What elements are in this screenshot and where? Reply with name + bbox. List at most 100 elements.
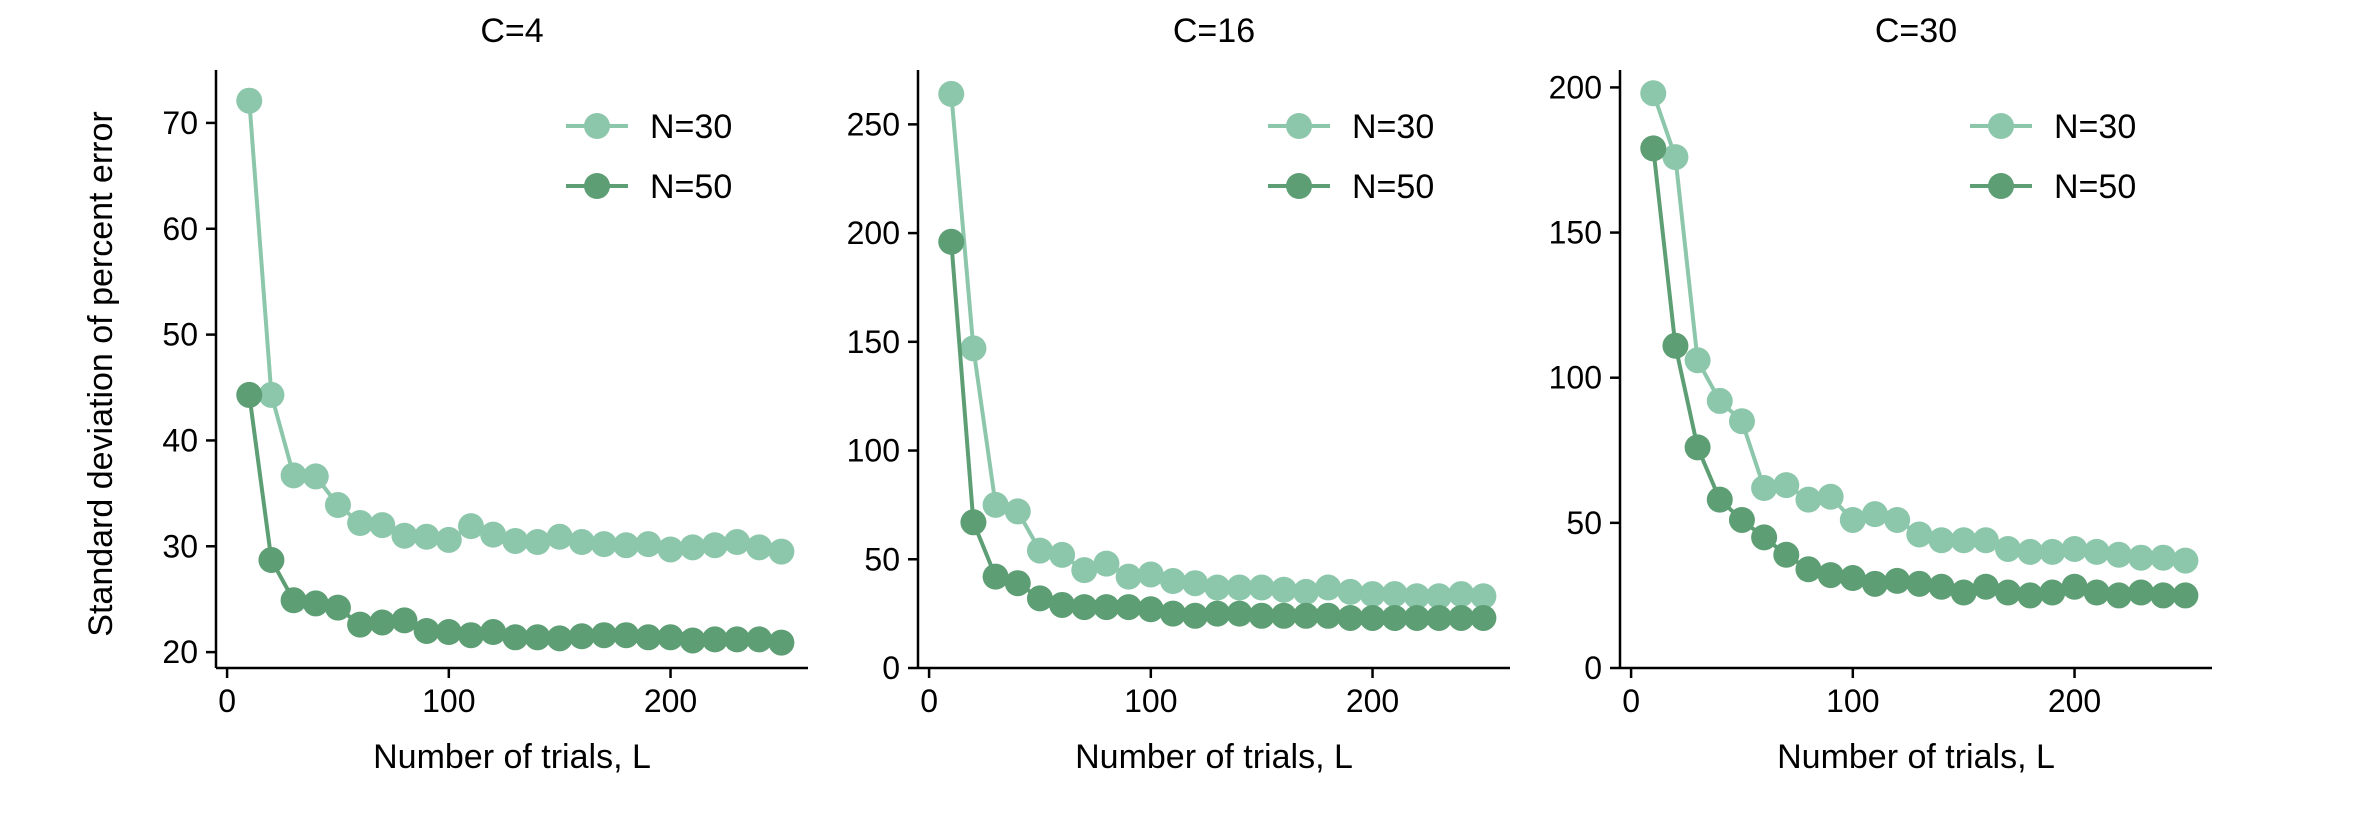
legend-marker	[1286, 173, 1312, 199]
data-point	[591, 622, 618, 649]
data-point	[480, 619, 507, 646]
data-point	[657, 536, 684, 563]
data-point	[1448, 581, 1475, 608]
legend-label: N=30	[650, 108, 732, 146]
x-tick-label: 0	[1622, 683, 1640, 719]
data-point	[324, 594, 351, 621]
legend-marker	[1286, 113, 1312, 139]
panel-title: C=30	[1875, 12, 1957, 50]
x-tick-label: 200	[644, 683, 697, 719]
data-point	[2017, 582, 2044, 609]
series-1	[1640, 80, 2199, 574]
data-point	[2105, 582, 2132, 609]
x-tick-label: 0	[920, 683, 938, 719]
data-point	[635, 624, 662, 651]
data-point	[1315, 602, 1342, 629]
data-point	[679, 534, 706, 561]
data-point	[1817, 562, 1844, 589]
data-point	[502, 624, 529, 651]
data-point	[1972, 573, 1999, 600]
data-point	[1182, 570, 1209, 597]
legend-label: N=50	[1352, 168, 1434, 206]
data-point	[2172, 547, 2199, 574]
data-point	[568, 529, 595, 556]
data-point	[1706, 486, 1733, 513]
data-point	[546, 523, 573, 550]
series-line	[1651, 92, 2186, 563]
y-tick-label: 50	[162, 317, 198, 353]
x-axis-label: Number of trials, L	[373, 738, 651, 776]
panel-3: C=30 0 100 200 0 50 100 150 200 Number of trials,…	[1549, 12, 2212, 776]
panel-1: C=4 0 100 200 20 30 40 50 60 70 Number of trials, …	[82, 12, 808, 776]
data-point	[1662, 332, 1689, 359]
data-point	[613, 532, 640, 559]
legend-label: N=30	[2054, 108, 2136, 146]
x-axis-label: Number of trials, L	[1777, 738, 2055, 776]
legend-item: N=50	[1970, 168, 2136, 206]
legend-item: N=50	[566, 168, 732, 206]
data-point	[258, 381, 285, 408]
data-point	[1928, 573, 1955, 600]
data-point	[1004, 570, 1031, 597]
x-tick-label: 200	[2048, 683, 2101, 719]
data-point	[1706, 387, 1733, 414]
data-point	[1137, 596, 1164, 623]
data-point	[302, 590, 329, 617]
data-point	[2083, 538, 2110, 565]
data-point	[1226, 600, 1253, 627]
data-point	[591, 531, 618, 558]
data-point	[1972, 527, 1999, 554]
series-line	[949, 241, 1484, 620]
data-point	[938, 80, 965, 107]
y-tick-label: 60	[162, 211, 198, 247]
data-point	[1884, 506, 1911, 533]
data-point	[1839, 506, 1866, 533]
data-point	[1182, 602, 1209, 629]
data-point	[1839, 565, 1866, 592]
y-tick-label: 200	[847, 215, 900, 251]
data-point	[960, 509, 987, 536]
data-point	[768, 629, 795, 656]
data-point	[938, 228, 965, 255]
y-tick-label: 0	[1584, 650, 1602, 686]
data-point	[613, 622, 640, 649]
data-point	[1773, 472, 1800, 499]
y-tick-label: 40	[162, 422, 198, 458]
data-point	[1359, 604, 1386, 631]
data-point	[413, 523, 440, 550]
y-tick-label: 20	[162, 634, 198, 670]
data-point	[1004, 498, 1031, 525]
data-point	[1470, 583, 1497, 610]
data-point	[369, 609, 396, 636]
data-point	[457, 622, 484, 649]
data-point	[2061, 573, 2088, 600]
series-2	[236, 381, 795, 656]
data-point	[524, 529, 551, 556]
data-point	[347, 509, 374, 536]
data-point	[1204, 574, 1231, 601]
y-tick-label: 100	[1549, 360, 1602, 396]
data-point	[1071, 557, 1098, 584]
data-point	[1293, 602, 1320, 629]
data-point	[1071, 594, 1098, 621]
data-point	[1906, 521, 1933, 548]
panel-title: C=16	[1173, 12, 1255, 50]
data-point	[1381, 604, 1408, 631]
data-point	[2039, 579, 2066, 606]
data-point	[546, 625, 573, 652]
data-point	[1861, 570, 1888, 597]
data-point	[1684, 434, 1711, 461]
data-point	[302, 463, 329, 490]
data-point	[635, 531, 662, 558]
data-point	[2061, 535, 2088, 562]
legend-marker	[584, 173, 610, 199]
data-point	[391, 607, 418, 634]
data-point	[701, 626, 728, 653]
data-point	[1728, 408, 1755, 435]
data-point	[1470, 604, 1497, 631]
data-point	[1049, 541, 1076, 568]
legend: N=30 N=50	[566, 108, 732, 206]
data-point	[724, 529, 751, 556]
x-tick-label: 100	[1124, 683, 1177, 719]
